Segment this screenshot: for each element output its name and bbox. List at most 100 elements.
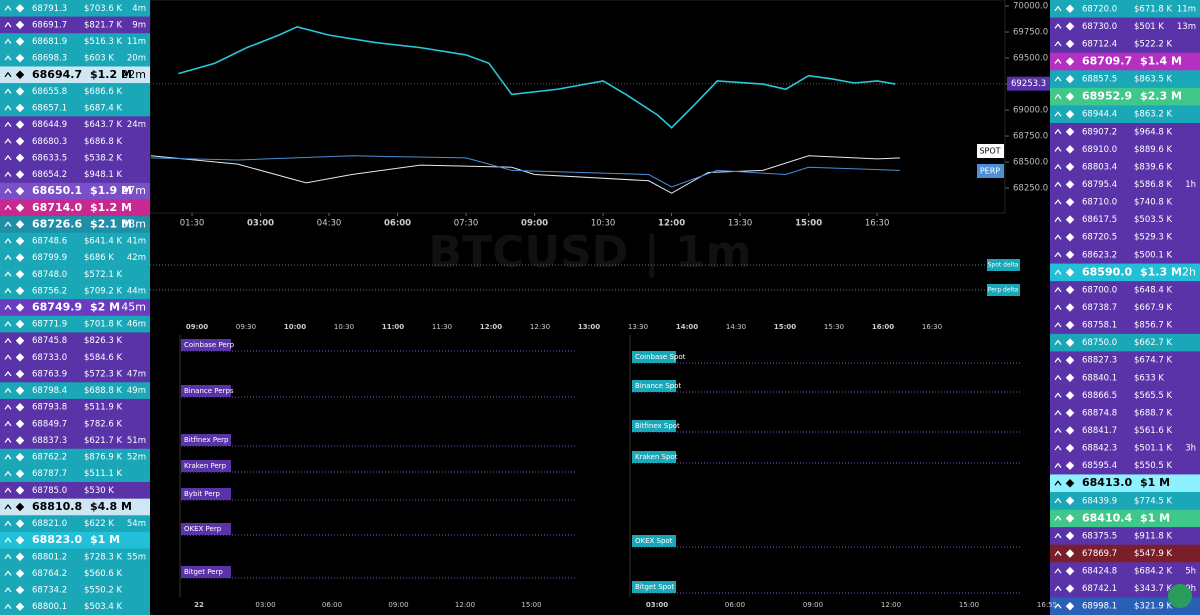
trade-row xyxy=(0,498,150,516)
arrow-icon xyxy=(1054,603,1062,609)
trade-size: $688.7 K xyxy=(1134,408,1172,418)
trade-price: 68410.4 xyxy=(1082,511,1132,524)
trade-row xyxy=(0,83,150,101)
y-tick-label: 69000.0 xyxy=(1013,106,1048,116)
trade-row xyxy=(0,265,150,283)
trade-size: $500.1 K xyxy=(1134,250,1172,260)
trade-size: $560.6 K xyxy=(84,569,122,579)
delta-time: 15:30 xyxy=(824,323,844,331)
x-tick-label: 03:00 xyxy=(247,219,274,229)
trade-size: $1 M xyxy=(1140,511,1170,524)
trade-row xyxy=(1050,17,1200,36)
delta-time: 16:00 xyxy=(872,323,894,331)
trade-price: 68762.2 xyxy=(32,453,67,463)
exchange-label: Coinbase Perp xyxy=(184,341,235,349)
trade-size: $538.2 K xyxy=(84,153,122,163)
trade-time: 1h xyxy=(1185,180,1196,190)
arrow-icon xyxy=(4,171,12,177)
arrow-icon xyxy=(1054,322,1062,328)
trade-row xyxy=(1050,140,1200,159)
trade-row xyxy=(1050,123,1200,141)
trade-row xyxy=(0,66,150,84)
exchange-icon xyxy=(1065,514,1075,523)
arrow-icon xyxy=(4,105,12,111)
trade-price: 68771.9 xyxy=(32,320,67,330)
arrow-icon xyxy=(4,454,12,460)
arrow-icon xyxy=(1054,427,1062,433)
delta-time: 12:00 xyxy=(480,323,502,331)
trade-price: 68698.3 xyxy=(32,54,67,64)
arrow-icon xyxy=(4,5,12,11)
delta-time: 09:30 xyxy=(236,323,256,331)
exchange-label: OKEX Spot xyxy=(635,537,673,545)
trade-size: $1 M xyxy=(90,533,120,546)
arrow-icon xyxy=(4,188,12,194)
exchange-label: Bitfinex Perp xyxy=(184,436,229,444)
arrow-icon xyxy=(1054,251,1062,258)
arrow-icon xyxy=(4,38,12,44)
trade-time: 11m xyxy=(127,37,146,47)
arrow-icon xyxy=(1054,550,1062,556)
exchange-label: Bitfinex Spot xyxy=(635,422,680,430)
trade-row xyxy=(0,415,150,433)
exchange-icon xyxy=(1065,426,1075,435)
trade-time: 47m xyxy=(127,369,146,379)
trade-price: 68795.4 xyxy=(1082,180,1117,190)
trade-price: 68764.2 xyxy=(32,569,67,579)
panel-time: 06:00 xyxy=(725,601,745,609)
trade-row xyxy=(0,216,150,234)
trade-row xyxy=(0,598,150,615)
arrow-icon xyxy=(4,537,12,543)
trade-price: 68742.1 xyxy=(1082,584,1117,594)
arrow-icon xyxy=(1054,40,1062,47)
trade-price: 68730.0 xyxy=(1082,22,1117,32)
trade-size: $561.6 K xyxy=(1134,426,1172,436)
trade-price: 68841.7 xyxy=(1082,426,1117,436)
x-tick-label: 09:00 xyxy=(521,219,548,229)
trade-row xyxy=(1050,456,1200,475)
trade-size: $621.7 K xyxy=(84,436,122,446)
trade-time: 4m xyxy=(132,4,146,14)
panel-time: 03:00 xyxy=(255,601,275,609)
trade-time: 13m xyxy=(1177,22,1196,32)
trade-row xyxy=(0,0,150,17)
trade-size: $522.2 K xyxy=(1134,39,1172,49)
trade-time: 52m xyxy=(127,453,146,463)
arrow-icon xyxy=(4,404,12,410)
delta-time: 10:00 xyxy=(284,323,306,331)
trade-time: 22m xyxy=(121,68,146,81)
trade-row xyxy=(1050,263,1200,282)
exchange-icon xyxy=(15,502,25,512)
trade-size: $863.5 K xyxy=(1134,75,1172,85)
exchange-icon xyxy=(1065,601,1075,611)
exchange-icon xyxy=(1065,566,1075,576)
trade-price: 68633.5 xyxy=(32,153,67,163)
trade-price: 68823.0 xyxy=(32,533,82,546)
trade-row xyxy=(0,99,150,117)
trade-size: $503.5 K xyxy=(1134,215,1172,225)
arrow-icon xyxy=(4,437,12,443)
x-tick-label: 01:30 xyxy=(180,219,205,229)
x-tick-label: 13:30 xyxy=(728,219,753,229)
arrow-icon xyxy=(1054,146,1062,152)
exchange-icon xyxy=(1065,461,1075,470)
exchange-icon xyxy=(15,419,25,429)
trade-price: 68799.9 xyxy=(32,253,67,263)
trade-row xyxy=(1050,404,1200,423)
trade-size: $2 M xyxy=(90,301,120,314)
arrow-icon xyxy=(4,71,12,78)
delta-tag xyxy=(987,259,1020,271)
exchange-icon xyxy=(15,436,25,445)
trade-price: 68758.1 xyxy=(1082,321,1117,331)
trade-size: $662.7 K xyxy=(1134,338,1172,348)
panel-time: 15:00 xyxy=(521,601,541,609)
exchange-icon xyxy=(15,353,25,362)
panel-time: 22 xyxy=(194,601,204,609)
chat-button[interactable] xyxy=(1168,584,1192,608)
trade-row xyxy=(1050,52,1200,71)
trade-size: $2.1 M xyxy=(90,217,132,230)
exchange-icon xyxy=(1065,531,1075,541)
trade-row xyxy=(0,166,150,184)
trade-row xyxy=(0,182,150,200)
trade-row xyxy=(1050,298,1200,317)
